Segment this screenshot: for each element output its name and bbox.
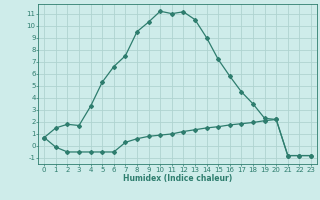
X-axis label: Humidex (Indice chaleur): Humidex (Indice chaleur) bbox=[123, 174, 232, 183]
